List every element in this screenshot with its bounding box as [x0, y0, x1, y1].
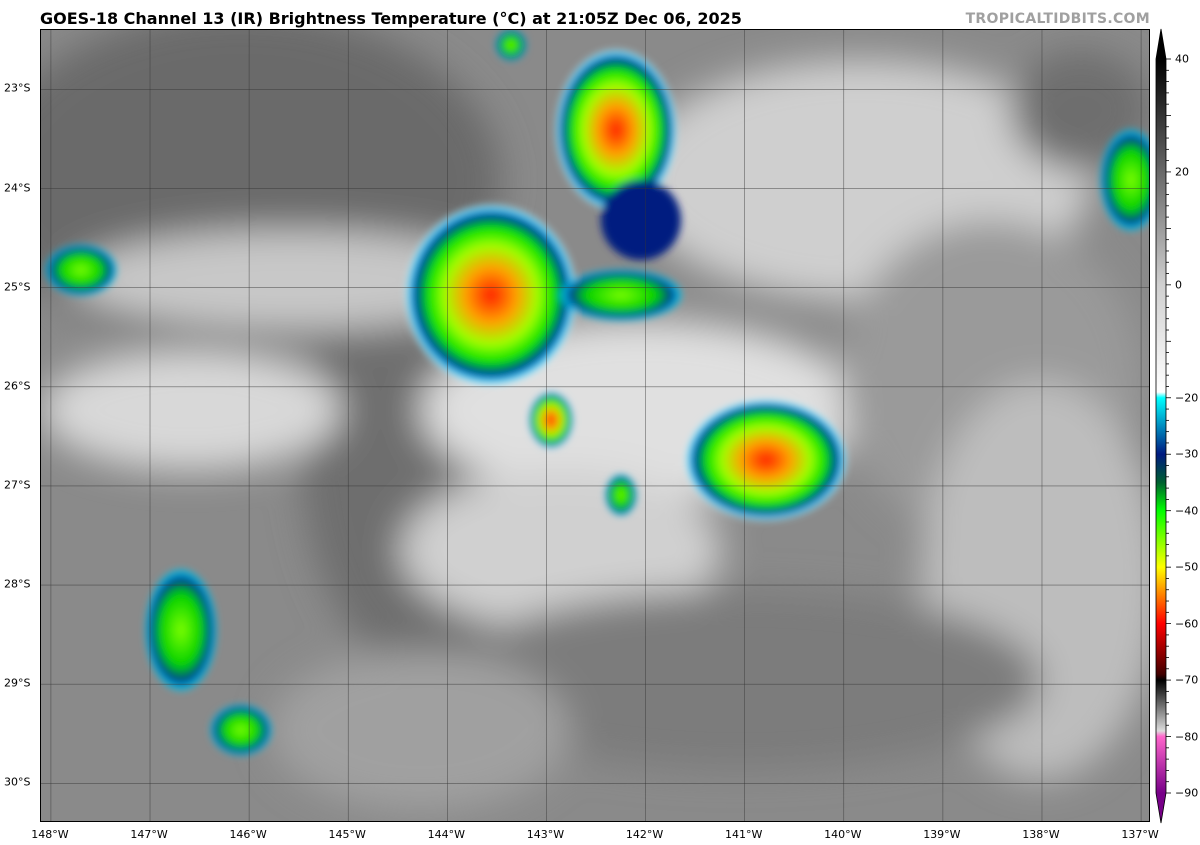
colorbar-tick-label: −80 — [1175, 730, 1199, 744]
longitude-label: 143°W — [526, 828, 565, 841]
colorbar-tick-label: −40 — [1175, 504, 1199, 518]
latitude-label: 25°S — [4, 280, 31, 294]
watermark: TROPICALTIDBITS.COM — [965, 11, 1150, 27]
longitude-label: 139°W — [923, 828, 961, 841]
colorbar-tick-label: 40 — [1175, 52, 1189, 66]
satellite-map — [40, 29, 1150, 822]
colorbar-tick-label: 0 — [1175, 278, 1182, 292]
latitude-label: 29°S — [4, 676, 31, 690]
ir-imagery — [41, 30, 1149, 821]
longitude-label: 146°W — [229, 828, 267, 841]
colorbar-tick-label: −60 — [1175, 617, 1199, 631]
longitude-label: 142°W — [625, 828, 664, 841]
colorbar-tick-label: −20 — [1175, 391, 1199, 405]
latitude-label: 26°S — [4, 379, 31, 393]
latitude-label: 28°S — [4, 577, 31, 591]
longitude-label: 144°W — [427, 828, 466, 841]
colorbar-tick-label: 20 — [1175, 165, 1189, 179]
longitude-label: 141°W — [724, 828, 763, 841]
latitude-label: 24°S — [4, 181, 31, 195]
longitude-label: 140°W — [824, 828, 862, 841]
longitude-label: 138°W — [1022, 828, 1060, 841]
colorbar-tick-label: −50 — [1175, 560, 1199, 574]
longitude-label: 147°W — [130, 828, 168, 841]
latitude-label: 27°S — [4, 478, 31, 492]
latitude-label: 30°S — [4, 775, 31, 789]
longitude-label: 148°W — [31, 828, 69, 841]
colorbar-tick-label: −30 — [1175, 447, 1199, 461]
longitude-label: 145°W — [328, 828, 366, 841]
longitude-label: 137°W — [1121, 828, 1159, 841]
latitude-label: 23°S — [4, 81, 31, 95]
colorbar-tick-label: −70 — [1175, 673, 1199, 687]
graticule — [41, 30, 1149, 821]
chart-title: GOES-18 Channel 13 (IR) Brightness Tempe… — [40, 9, 742, 28]
colorbar — [1155, 28, 1171, 824]
colorbar-tick-label: −90 — [1175, 786, 1199, 800]
